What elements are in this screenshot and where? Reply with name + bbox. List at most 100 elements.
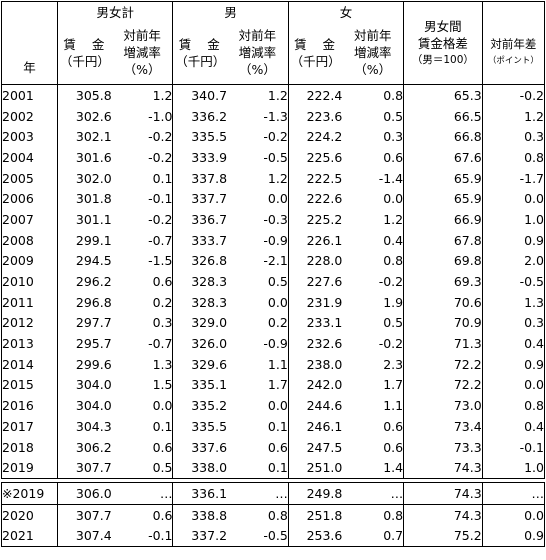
table-row: 2004 301.6 -0.2 333.9 -0.5 225.6 0.6 67.6 0.8 bbox=[0, 147, 546, 168]
diff-label: 対前年差 bbox=[490, 36, 537, 51]
total-rate-cell: -0.2 bbox=[148, 211, 173, 227]
table-row: 2019 307.7 0.5 338.0 0.1 251.0 1.4 74.3 1.0 bbox=[0, 457, 546, 480]
gap-cell: 65.3 bbox=[403, 84, 483, 106]
total-wage-cell: 307.7 bbox=[57, 504, 112, 526]
gap-cell: 72.2 bbox=[403, 353, 483, 375]
gap-diff-cell: 1.2 bbox=[481, 105, 546, 127]
female-wage-cell: 242.0 bbox=[287, 374, 343, 396]
year-cell: 2015 bbox=[0, 374, 58, 396]
table-header: 年 男女計 男 女 男女間 賃金格差 （男＝100） 賃 金 （千円） 対前年 … bbox=[0, 1, 546, 85]
male-wage-cell: 335.2 bbox=[172, 395, 228, 416]
year-cell: ※2019 bbox=[0, 482, 58, 506]
female-rate-cell: 1.9 bbox=[383, 294, 404, 310]
gap-diff-cell: -0.2 bbox=[481, 84, 546, 106]
gap-cell: 74.3 bbox=[403, 504, 483, 526]
female-wage-cell: 232.6 bbox=[287, 333, 343, 354]
male-wage-cell: 335.5 bbox=[172, 416, 228, 437]
wage-unit-label: （千円） bbox=[290, 53, 341, 69]
male-rate-cell: -2.1 bbox=[263, 253, 288, 269]
table-row: 2001 305.8 1.2 340.7 1.2 222.4 0.8 65.3 -0.2 bbox=[0, 84, 546, 106]
male-wage-cell: 337.7 bbox=[172, 188, 228, 210]
table-row: 2015 304.0 1.5 335.1 1.7 242.0 1.7 72.2 0.0 bbox=[0, 374, 546, 396]
year-cell: 2014 bbox=[0, 353, 58, 375]
rate-label-1: 対前年 bbox=[238, 28, 277, 43]
gap-cell: 75.2 bbox=[403, 525, 483, 548]
female-wage-cell: 231.9 bbox=[287, 291, 343, 313]
female-rate-cell: 0.7 bbox=[342, 525, 404, 548]
male-rate-cell: 1.2 bbox=[267, 170, 288, 186]
gap-cell: 71.3 bbox=[403, 333, 483, 354]
total-wage-cell: 299.6 bbox=[57, 353, 112, 375]
gap-cell: 74.3 bbox=[403, 482, 483, 506]
total-rate-cell: -0.1 bbox=[148, 191, 173, 207]
male-wage-cell: 337.2 bbox=[172, 525, 228, 548]
gap-diff-cell: 0.8 bbox=[481, 395, 546, 416]
total-wage-cell: 297.7 bbox=[57, 312, 112, 334]
male-wage-cell: 326.8 bbox=[172, 250, 228, 272]
wage-statistics-table: 年 男女計 男 女 男女間 賃金格差 （男＝100） 賃 金 （千円） 対前年 … bbox=[0, 1, 546, 548]
female-rate-cell: -0.2 bbox=[378, 274, 404, 290]
male-wage-cell: 338.8 bbox=[172, 504, 228, 526]
total-rate-cell: 0.3 bbox=[152, 315, 173, 331]
wage-label: 賃 金 bbox=[63, 36, 111, 52]
total-wage-cell: 306.0 bbox=[57, 482, 112, 506]
male-wage-cell: 333.9 bbox=[172, 147, 228, 168]
male-rate-cell: 0.0 bbox=[267, 398, 288, 414]
female-rate-cell: 0.8 bbox=[383, 253, 404, 269]
female-wage-cell: 253.6 bbox=[287, 525, 343, 548]
total-wage-cell: 304.0 bbox=[57, 374, 112, 396]
male-wage-cell: 337.6 bbox=[172, 436, 228, 458]
total-wage-cell: 305.8 bbox=[57, 84, 112, 106]
table-row: 2013 295.7 -0.7 326.0 -0.9 232.6 -0.2 71.3 0.4 bbox=[0, 333, 546, 354]
male-rate-cell: 1.2 bbox=[267, 87, 288, 103]
female-rate-cell: 0.6 bbox=[383, 418, 404, 434]
total-rate-cell: 0.2 bbox=[152, 294, 173, 310]
table-row: 2007 301.1 -0.2 336.7 -0.3 225.2 1.2 66.9 1.0 bbox=[0, 209, 546, 230]
male-rate-cell: 0.8 bbox=[267, 507, 288, 523]
gap-diff-cell: -1.7 bbox=[481, 167, 546, 189]
gap-header-line3: （男＝100） bbox=[411, 53, 474, 66]
gender-gap-header: 男女間 賃金格差 （男＝100） bbox=[403, 1, 483, 85]
year-cell: 2011 bbox=[0, 291, 58, 313]
total-rate-cell: -1.5 bbox=[148, 253, 173, 269]
total-rate-cell: 0.1 bbox=[152, 418, 173, 434]
total-wage-cell: 302.6 bbox=[57, 105, 112, 127]
table-row: 2016 304.0 0.0 335.2 0.0 244.6 1.1 73.0 0.8 bbox=[0, 395, 546, 416]
gap-cell: 65.9 bbox=[403, 167, 483, 189]
gap-diff-cell: 0.3 bbox=[481, 312, 546, 334]
female-wage-cell: 228.0 bbox=[287, 250, 343, 272]
year-cell: 2002 bbox=[0, 105, 58, 127]
gap-diff-cell: 0.0 bbox=[481, 374, 546, 396]
table-row: 2006 301.8 -0.1 337.7 0.0 222.6 0.0 65.9 0.0 bbox=[0, 188, 546, 210]
gap-cell: 74.3 bbox=[403, 457, 483, 480]
male-wage-cell: 328.3 bbox=[172, 271, 228, 292]
total-wage-cell: 299.1 bbox=[57, 229, 112, 251]
wage-unit-label: （千円） bbox=[59, 53, 110, 69]
gap-diff-cell: 0.3 bbox=[481, 126, 546, 148]
table-row: 2009 294.5 -1.5 326.8 -2.1 228.0 0.8 69.8 2.0 bbox=[0, 250, 546, 272]
rate-label-2: 増減率 bbox=[238, 45, 277, 60]
year-cell: 2010 bbox=[0, 271, 58, 292]
total-wage-cell: 302.0 bbox=[57, 167, 112, 189]
male-rate-cell: -0.5 bbox=[227, 525, 289, 548]
male-rate-cell: 1.1 bbox=[267, 356, 288, 372]
gap-diff-cell: 1.0 bbox=[481, 209, 546, 230]
gap-header-line2: 賃金格差 bbox=[417, 35, 468, 51]
year-cell: 2018 bbox=[0, 436, 58, 458]
male-wage-cell: 336.1 bbox=[172, 482, 228, 506]
year-column-header: 年 bbox=[0, 1, 58, 85]
female-rate-cell: -1.4 bbox=[378, 170, 404, 186]
table-body: 2001 305.8 1.2 340.7 1.2 222.4 0.8 65.3 -0.2 2002… bbox=[0, 84, 546, 548]
male-wage-cell: 335.5 bbox=[172, 126, 228, 148]
gap-diff-cell: 0.9 bbox=[481, 229, 546, 251]
female-rate-cell: 0.8 bbox=[383, 507, 404, 523]
female-rate-cell: 0.6 bbox=[383, 149, 404, 165]
female-rate-cell: 0.5 bbox=[383, 108, 404, 124]
male-rate-cell: 0.1 bbox=[227, 457, 289, 480]
male-rate-cell: … bbox=[227, 482, 289, 506]
gap-cell: 73.3 bbox=[403, 436, 483, 458]
total-rate-cell: 0.5 bbox=[111, 457, 173, 480]
gap-cell: 73.0 bbox=[403, 395, 483, 416]
total-rate-cell: 0.0 bbox=[152, 398, 173, 414]
gap-cell: 66.9 bbox=[403, 209, 483, 230]
